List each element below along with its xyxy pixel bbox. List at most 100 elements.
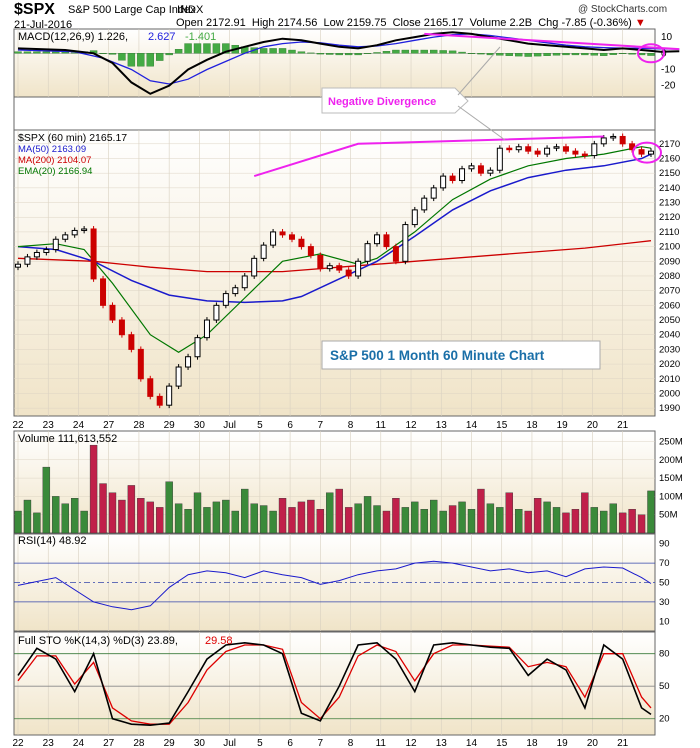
volume-bar	[486, 503, 495, 534]
sto-tick: 20	[659, 714, 670, 725]
volume-label: Volume	[469, 17, 507, 29]
date-label-bottom-2: 24	[73, 738, 85, 748]
rsi-tick: 50	[659, 578, 670, 589]
macd-histogram-bar	[23, 51, 32, 54]
candle-body	[232, 287, 239, 295]
candle-body	[175, 366, 182, 387]
price-tick: 2050	[659, 315, 680, 326]
macd-histogram-bar	[373, 52, 381, 54]
candle-body	[156, 395, 163, 406]
macd-histogram-bar	[269, 48, 277, 54]
candle-body	[185, 356, 192, 368]
macd-histogram-bar	[212, 43, 221, 54]
candle-body	[213, 304, 220, 321]
candle-body	[15, 263, 21, 268]
date-label-top-0: 22	[12, 420, 24, 431]
volume-bar	[628, 509, 636, 534]
candle-body	[118, 319, 125, 336]
volume-bar	[259, 505, 268, 534]
divergence-label: Negative Divergence	[328, 96, 436, 108]
volume-bar	[297, 501, 306, 534]
macd-histogram-bar	[326, 53, 334, 55]
candle-body	[307, 246, 314, 256]
candle-body	[392, 246, 399, 262]
chart-title-box	[321, 340, 601, 370]
price-tick: 2040	[659, 330, 680, 341]
candle-body	[203, 319, 210, 339]
volume-bar	[354, 503, 362, 534]
date-label-top-10: 7	[318, 420, 324, 431]
date-label-bottom-13: 12	[405, 738, 417, 748]
rsi-tick: 70	[659, 558, 670, 569]
volume-bar	[222, 499, 230, 534]
macd-histogram-bar	[156, 53, 164, 61]
macd-histogram-bar	[600, 53, 608, 56]
macd-histogram-bar	[14, 51, 22, 54]
macd-histogram-bar	[33, 51, 41, 54]
close-value: 2165.17	[423, 17, 464, 29]
candle-body	[355, 260, 362, 277]
price-tick: 2090	[659, 256, 680, 267]
candle-body	[619, 135, 626, 145]
price-tick: 2020	[659, 359, 680, 370]
candle-body	[90, 228, 97, 280]
candle-body	[477, 165, 484, 174]
change-label: Chg	[538, 17, 559, 29]
sto-tick: 50	[659, 681, 670, 692]
price-legend-1: MA(50) 2163.09	[18, 144, 86, 155]
rsi-line	[17, 560, 652, 611]
candle-body	[562, 146, 569, 152]
macd-histogram-bar	[193, 43, 202, 54]
macd-histogram-bar	[647, 53, 655, 56]
date-label-bottom-16: 15	[496, 738, 508, 748]
candle-body	[345, 269, 352, 277]
volume-bar	[600, 510, 608, 534]
macd-highlight-circle	[637, 43, 665, 64]
instrument-name: S&P 500 Large Cap Index	[68, 4, 196, 16]
volume-bar	[392, 498, 400, 534]
rsi-tick: 90	[659, 539, 670, 550]
date-label-top-1: 23	[43, 420, 55, 431]
candle-body	[364, 243, 371, 262]
macd-histogram-bar	[174, 49, 183, 54]
candle-body	[194, 337, 201, 358]
volume-bar	[203, 507, 211, 534]
macd-histogram-bar	[496, 53, 504, 56]
macd-histogram-bar	[278, 48, 287, 54]
macd-histogram-bar	[344, 53, 353, 56]
date-label-bottom-19: 20	[587, 738, 599, 748]
macd-histogram-bar	[165, 53, 173, 56]
candle-body	[147, 378, 154, 397]
volume-bar	[156, 507, 164, 534]
candle-body	[440, 175, 447, 189]
volume-bar	[637, 514, 646, 534]
low-label: Low	[323, 17, 344, 29]
candle-body	[515, 146, 522, 151]
date-label-top-6: 30	[194, 420, 206, 431]
macd-line	[17, 31, 680, 95]
sto-tick: 80	[659, 649, 670, 660]
macd-histogram-bar	[146, 53, 154, 67]
watermark: @ StockCharts.com	[578, 4, 668, 15]
price-tick: 2010	[659, 374, 680, 385]
sto-legend-1: 29.58	[205, 635, 233, 647]
volume-bar	[430, 499, 438, 534]
date-label-bottom-3: 27	[103, 738, 115, 748]
date-label-bottom-0: 22	[12, 738, 24, 748]
volume-bar	[108, 492, 117, 534]
high-label: High	[251, 17, 275, 29]
price-tick: 2030	[659, 344, 680, 355]
volume-bar	[524, 510, 532, 534]
date-label-bottom-1: 23	[43, 738, 55, 748]
price-tick: 2110	[659, 227, 679, 238]
date-label-top-4: 28	[133, 420, 145, 431]
date-label-top-12: 11	[376, 420, 387, 431]
date-label-bottom-8: 5	[257, 738, 263, 748]
volume-bar	[165, 481, 173, 534]
volume-bar	[401, 507, 410, 534]
macd-histogram-bar	[118, 53, 126, 61]
candle-body	[544, 147, 551, 155]
volume-bar	[80, 510, 88, 534]
date-label-top-20: 21	[617, 420, 629, 431]
macd-histogram-bar	[609, 53, 617, 55]
